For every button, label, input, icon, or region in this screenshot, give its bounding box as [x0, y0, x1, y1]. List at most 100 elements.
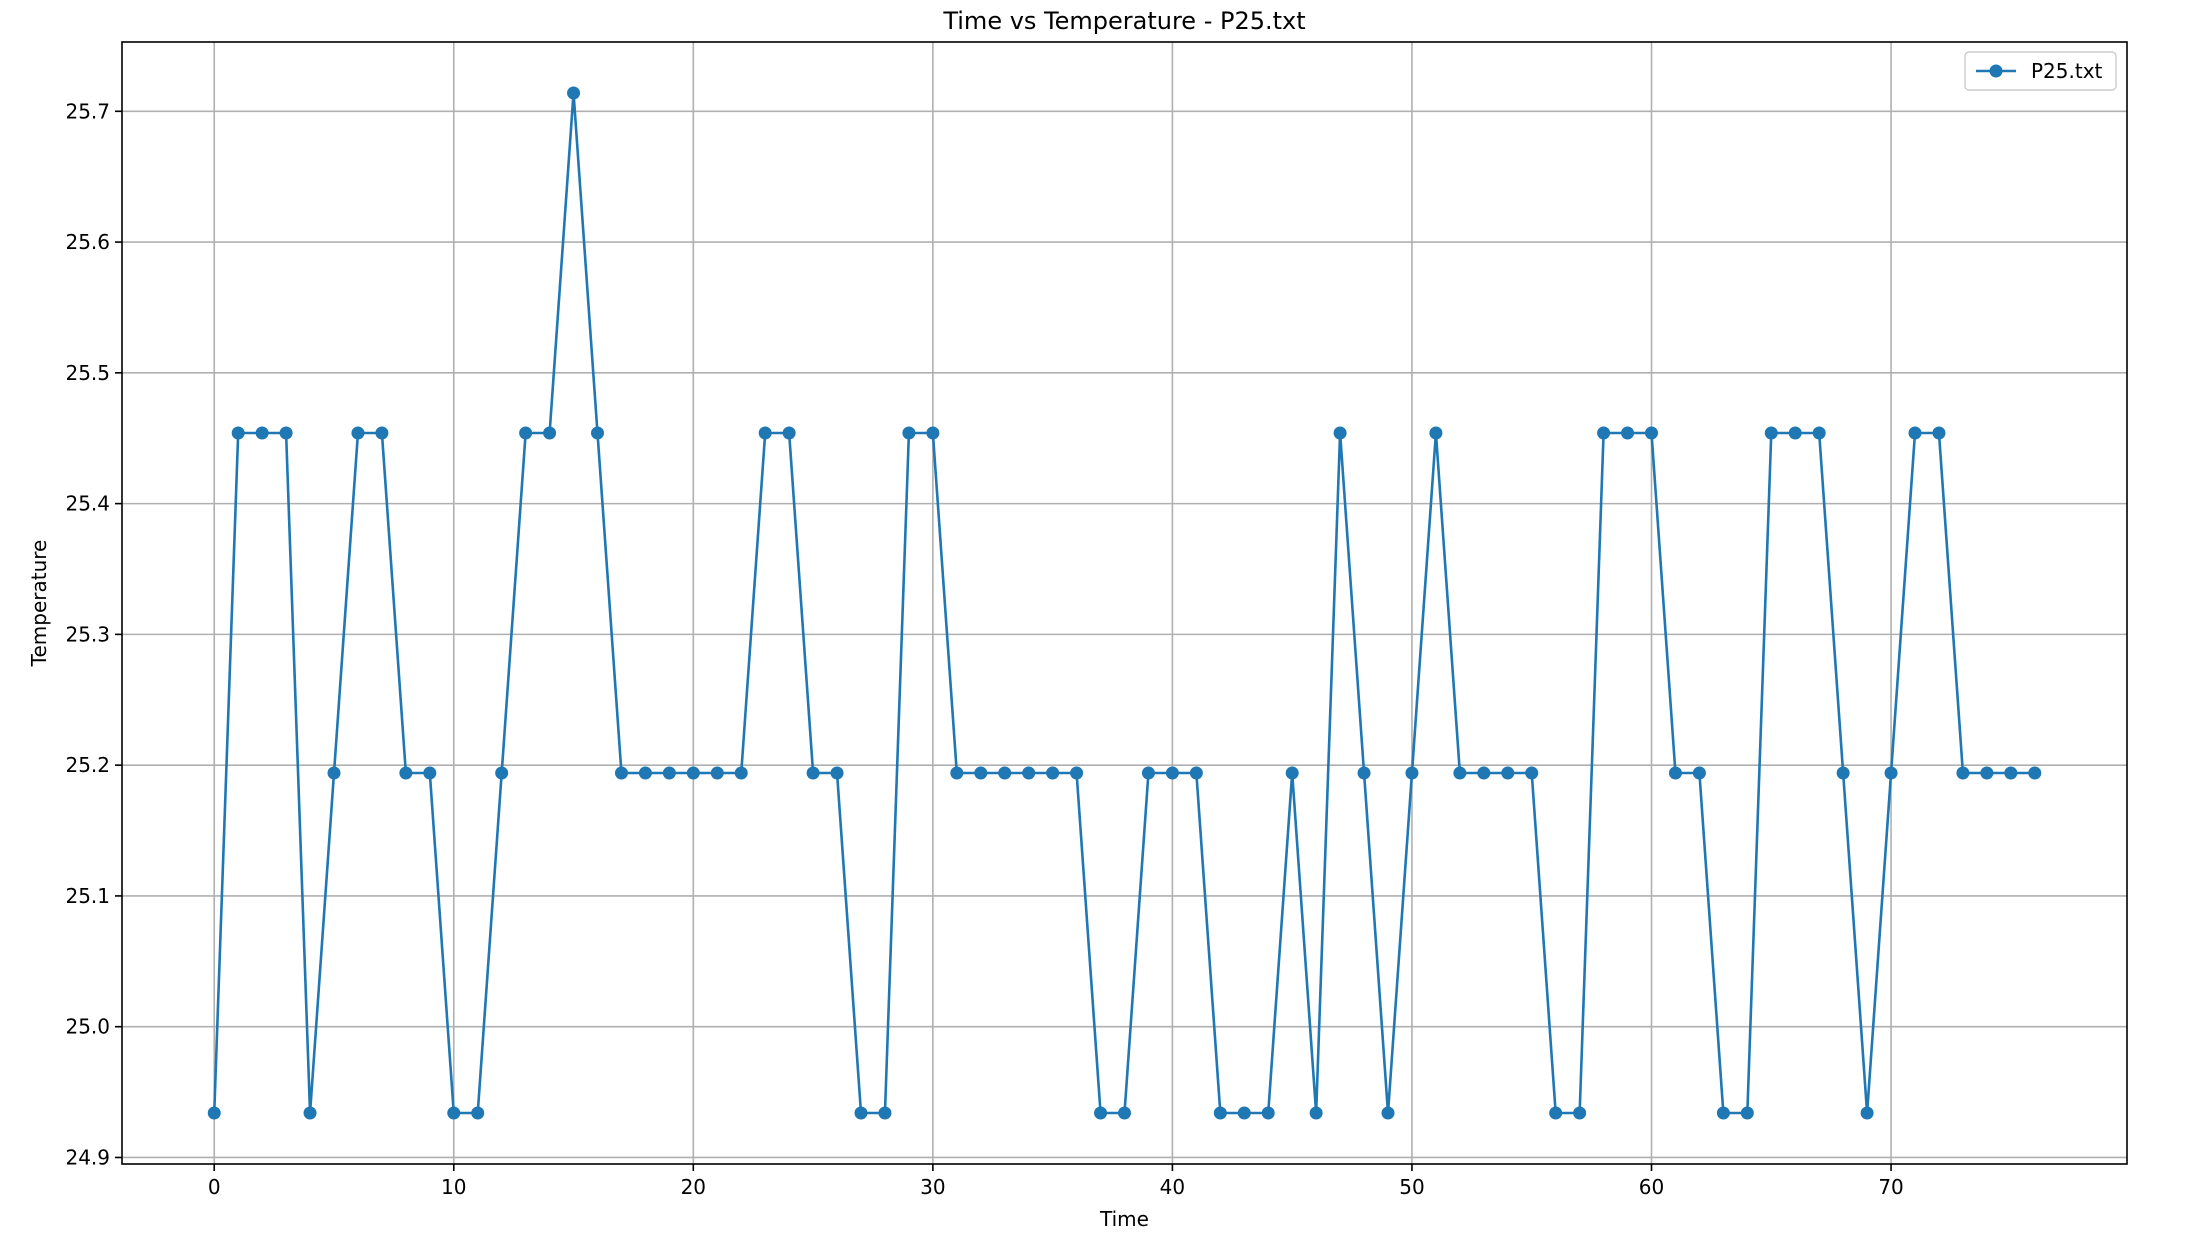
y-tick-label: 24.9 — [65, 1145, 110, 1169]
x-tick-label: 10 — [441, 1175, 466, 1199]
data-point — [1980, 766, 1994, 780]
data-point — [782, 426, 796, 440]
data-point — [471, 1106, 485, 1120]
data-point — [854, 1106, 868, 1120]
data-point — [1788, 426, 1802, 440]
data-point — [1453, 766, 1467, 780]
data-point — [734, 766, 748, 780]
data-point — [1812, 426, 1826, 440]
x-tick-label: 0 — [208, 1175, 221, 1199]
x-axis-label: Time — [1099, 1207, 1149, 1231]
data-point — [1189, 766, 1203, 780]
data-point — [1716, 1106, 1730, 1120]
y-tick-label: 25.2 — [65, 753, 110, 777]
legend: P25.txt — [1964, 51, 2117, 91]
data-point — [1477, 766, 1491, 780]
data-point — [686, 766, 700, 780]
y-axis-label: Temperature — [27, 540, 51, 668]
data-point — [1381, 1106, 1395, 1120]
data-point — [1405, 766, 1419, 780]
data-point — [1668, 766, 1682, 780]
data-point — [1165, 766, 1179, 780]
data-point — [590, 426, 604, 440]
legend-marker-swatch — [1989, 64, 2003, 78]
data-point — [1645, 426, 1659, 440]
data-point — [830, 766, 844, 780]
data-point — [1740, 1106, 1754, 1120]
data-point — [351, 426, 365, 440]
data-point — [1022, 766, 1036, 780]
data-point — [878, 1106, 892, 1120]
data-point — [1764, 426, 1778, 440]
data-point — [1860, 1106, 1874, 1120]
data-point — [1046, 766, 1060, 780]
data-point — [614, 766, 628, 780]
x-tick-label: 20 — [681, 1175, 706, 1199]
y-tick-label: 25.1 — [65, 884, 110, 908]
y-tick-label: 25.3 — [65, 622, 110, 646]
y-tick-label: 25.0 — [65, 1015, 110, 1039]
data-point — [1501, 766, 1515, 780]
data-point — [423, 766, 437, 780]
data-point — [710, 766, 724, 780]
data-point — [1932, 426, 1946, 440]
data-point — [1429, 426, 1443, 440]
data-point — [1525, 766, 1539, 780]
data-point — [2028, 766, 2042, 780]
data-point — [638, 766, 652, 780]
y-tick-label: 25.5 — [65, 361, 110, 385]
data-point — [1141, 766, 1155, 780]
data-point — [567, 86, 581, 100]
y-tick-label: 25.7 — [65, 99, 110, 123]
data-point — [399, 766, 413, 780]
plot-frame — [121, 41, 2128, 1165]
data-point — [231, 426, 245, 440]
data-point — [1309, 1106, 1323, 1120]
x-tick-label: 50 — [1399, 1175, 1424, 1199]
y-tick-label: 25.4 — [65, 492, 110, 516]
data-point — [1597, 426, 1611, 440]
data-point — [495, 766, 509, 780]
chart-title: Time vs Temperature - P25.txt — [942, 7, 1305, 35]
x-tick-label: 30 — [920, 1175, 945, 1199]
data-point — [974, 766, 988, 780]
data-point — [1333, 426, 1347, 440]
x-tick-label: 70 — [1878, 1175, 1903, 1199]
data-point — [1884, 766, 1898, 780]
data-point — [1549, 1106, 1563, 1120]
y-axis-ticks: 24.9 25.0 25.1 25.2 25.3 25.4 25.5 25.6 25.7 — [65, 99, 122, 1169]
x-axis-ticks: 0 10 20 30 40 50 60 70 — [208, 1164, 1904, 1199]
data-point — [1285, 766, 1299, 780]
data-point — [303, 1106, 317, 1120]
data-point — [1094, 1106, 1108, 1120]
data-point — [998, 766, 1012, 780]
data-point — [543, 426, 557, 440]
data-point — [926, 426, 940, 440]
data-point — [447, 1106, 461, 1120]
data-point — [1261, 1106, 1275, 1120]
x-tick-label: 60 — [1639, 1175, 1664, 1199]
legend-box — [1964, 51, 2117, 91]
data-point — [1118, 1106, 1131, 1120]
data-point — [1237, 1106, 1251, 1120]
x-tick-label: 40 — [1160, 1175, 1185, 1199]
data-point — [902, 426, 916, 440]
data-point — [375, 426, 389, 440]
data-point — [207, 1106, 221, 1120]
data-point — [758, 426, 772, 440]
data-point — [1573, 1106, 1587, 1120]
y-tick-label: 25.6 — [65, 230, 110, 254]
data-point — [519, 426, 533, 440]
legend-label: P25.txt — [2031, 59, 2103, 83]
data-point — [279, 426, 293, 440]
data-point — [1956, 766, 1970, 780]
data-point — [806, 766, 820, 780]
series-layer — [207, 86, 2042, 1120]
data-point — [2004, 766, 2018, 780]
data-point — [950, 766, 964, 780]
data-point — [255, 426, 269, 440]
data-point — [1621, 426, 1635, 440]
data-point — [327, 766, 341, 780]
data-point — [1357, 766, 1371, 780]
